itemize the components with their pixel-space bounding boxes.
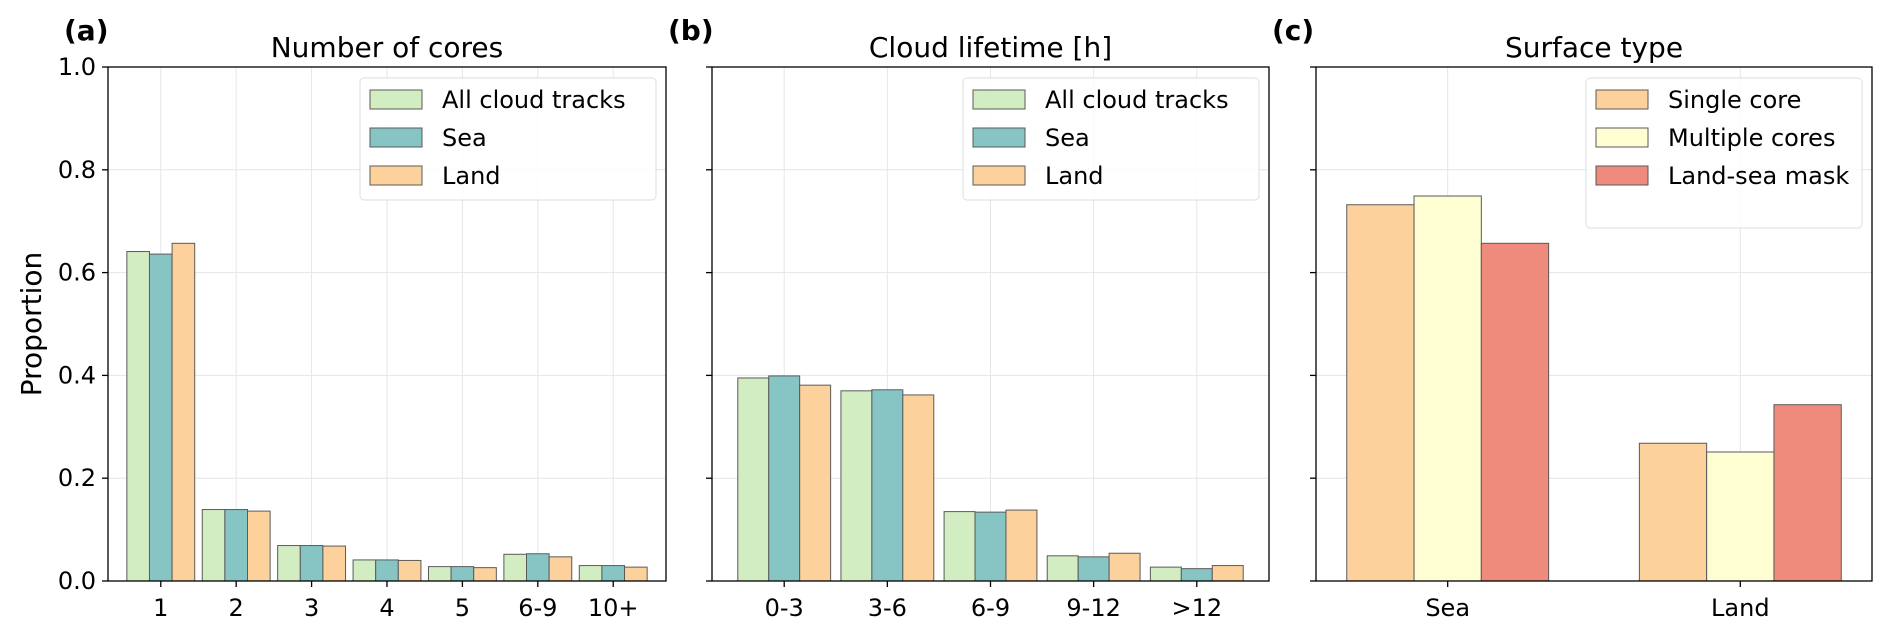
y-tick-label: 1.0: [58, 53, 96, 81]
x-tick-label: Land: [1711, 594, 1770, 622]
x-tick-label: 4: [379, 594, 394, 622]
bar-4-sea: [375, 559, 399, 582]
legend-swatch: [1595, 127, 1649, 148]
y-tick-label: 0.0: [58, 567, 96, 595]
x-tick-label: 6-9: [518, 594, 557, 622]
bar-Sea-single-core: [1346, 204, 1415, 582]
bar-4-all-cloud-tracks: [352, 559, 377, 582]
bar->12-all-cloud-tracks: [1149, 566, 1182, 582]
panel-label: (b): [668, 14, 714, 47]
bar-0-3-all-cloud-tracks: [737, 377, 770, 582]
bar-1-all-cloud-tracks: [126, 251, 150, 582]
bar-6-9-all-cloud-tracks: [943, 511, 976, 582]
bar-5-sea: [450, 566, 475, 582]
y-axis-label: Proportion: [15, 252, 48, 396]
bar-1-sea: [148, 253, 173, 582]
legend-swatch: [369, 89, 423, 110]
bar-3-all-cloud-tracks: [277, 545, 301, 582]
bar-9-12-sea: [1077, 556, 1110, 582]
legend-swatch: [972, 89, 1026, 110]
panel-label: (a): [64, 14, 109, 47]
x-tick-label: >12: [1171, 594, 1222, 622]
bar-6-9-all-cloud-tracks: [503, 553, 528, 582]
bar-6-9-land: [1005, 509, 1038, 582]
legend-box: [1585, 77, 1863, 229]
bar-3-6-all-cloud-tracks: [840, 390, 873, 582]
bar-5-land: [473, 567, 497, 582]
panel-title: Cloud lifetime [h]: [869, 31, 1112, 64]
legend-label: Sea: [1045, 124, 1090, 152]
x-tick-label: 1: [153, 594, 168, 622]
legend-label: Single core: [1668, 86, 1801, 114]
legend-label: Land: [442, 162, 501, 190]
legend: Single core Multiple cores Land-sea mask: [1585, 77, 1863, 229]
bar-5-all-cloud-tracks: [427, 566, 452, 582]
bar->12-sea: [1180, 568, 1213, 582]
y-tick-label: 0.6: [58, 259, 96, 287]
x-tick-label: 5: [455, 594, 470, 622]
x-tick-label: 10+: [588, 594, 639, 622]
y-tick-label: 0.4: [58, 361, 96, 389]
x-tick-label: 3-6: [868, 594, 907, 622]
legend-swatch: [972, 165, 1026, 186]
bar-Land-multiple-cores: [1706, 451, 1775, 582]
bar-1-land: [171, 242, 196, 582]
bar-3-land: [322, 545, 347, 582]
bar-2-all-cloud-tracks: [201, 509, 226, 582]
legend-label: Land-sea mask: [1668, 162, 1849, 190]
bar-0-3-sea: [768, 375, 801, 582]
y-tick-label: 0.2: [58, 464, 96, 492]
plot-frame: [1315, 66, 1873, 582]
panel-title: Surface type: [1505, 31, 1683, 64]
legend-swatch: [972, 127, 1026, 148]
bar-10+-all-cloud-tracks: [578, 565, 603, 582]
bar-3-sea: [299, 545, 324, 582]
legend-swatch: [369, 165, 423, 186]
bar-3-6-land: [902, 394, 935, 582]
legend-swatch: [1595, 89, 1649, 110]
legend-label: All cloud tracks: [442, 86, 626, 114]
bar-0-3-land: [799, 384, 832, 582]
x-tick-label: 9-12: [1066, 594, 1120, 622]
bar-2-sea: [224, 509, 248, 582]
bar-Land-land-sea-mask: [1773, 404, 1842, 582]
bar-2-land: [247, 510, 271, 582]
bar-Land-single-core: [1638, 442, 1708, 582]
legend: All cloud tracks Sea Land: [962, 77, 1260, 201]
bar-3-6-sea: [871, 389, 904, 582]
chart-panel-a: 0.0 0.2 0.4 0.6 0.8 1.0 1 2 3 4 5 6-9 10+ Number of c…: [58, 14, 667, 622]
bar-4-land: [397, 559, 422, 582]
bar-Sea-multiple-cores: [1413, 195, 1482, 582]
panel-label: (c): [1272, 14, 1314, 47]
bar-10+-sea: [601, 565, 626, 582]
legend-box: [962, 77, 1260, 201]
bar-Sea-land-sea-mask: [1480, 242, 1550, 582]
panel-title: Number of cores: [271, 31, 504, 64]
chart-panel-c: Sea Land Surface type (c) Single core Multipl…: [1272, 14, 1873, 622]
legend: All cloud tracks Sea Land: [359, 77, 657, 201]
chart-panel-b: 0-3 3-6 6-9 9-12 >12 Cloud lifetime [h] (b) All…: [668, 14, 1270, 622]
y-tick-label: 0.8: [58, 156, 96, 184]
legend-swatch: [1595, 165, 1649, 186]
x-tick-label: Sea: [1425, 594, 1470, 622]
legend-swatch: [369, 127, 423, 148]
x-tick-label: 6-9: [971, 594, 1010, 622]
bar-9-12-land: [1108, 552, 1141, 582]
bar-6-9-sea: [974, 511, 1007, 582]
legend-label: All cloud tracks: [1045, 86, 1229, 114]
bar-9-12-all-cloud-tracks: [1046, 555, 1079, 582]
x-tick-label: 2: [229, 594, 244, 622]
bar-6-9-sea: [526, 553, 550, 582]
x-tick-label: 0-3: [765, 594, 804, 622]
legend-box: [359, 77, 657, 201]
legend-label: Multiple cores: [1668, 124, 1835, 152]
legend-label: Sea: [442, 124, 487, 152]
legend-label: Land: [1045, 162, 1104, 190]
x-tick-label: 3: [304, 594, 319, 622]
bar-6-9-land: [548, 556, 573, 582]
bar-10+-land: [624, 566, 648, 582]
bar->12-land: [1211, 565, 1244, 582]
